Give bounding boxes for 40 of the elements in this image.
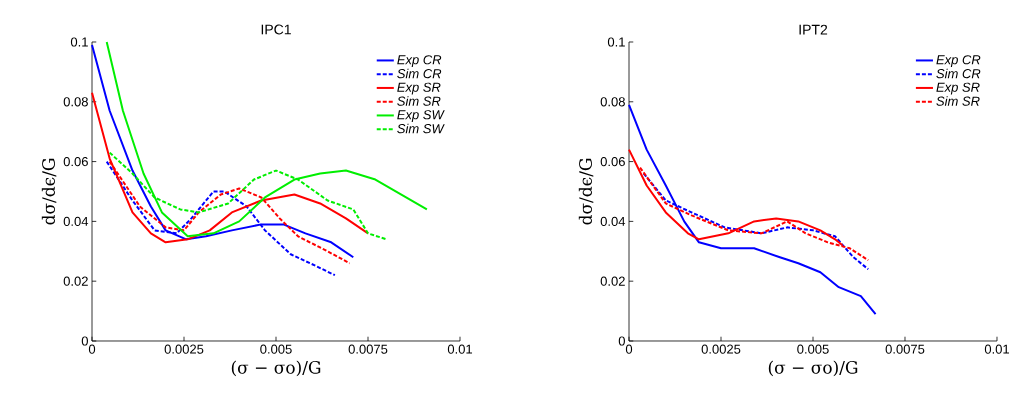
y-tick-label: 0 (618, 336, 625, 346)
legend-label: Sim SR (936, 96, 980, 106)
legend-label: Sim CR (397, 68, 442, 79)
legend-label: Sim SR (397, 96, 441, 106)
y-tick-label: 0.1 (70, 37, 88, 47)
x-axis-title: (σ − σo)/G (231, 360, 321, 377)
x-tick-label: 0.01 (447, 344, 473, 354)
y-axis-title: dσ/dϵ/G (41, 158, 57, 225)
x-tick-label: 0.0025 (701, 344, 741, 354)
y-tick-label: 0 (81, 336, 88, 346)
legend-label: Sim CR (936, 68, 981, 79)
y-tick-label: 0.02 (63, 276, 88, 286)
line-series (642, 172, 870, 271)
x-tick-label: 0.005 (260, 344, 292, 354)
y-tick-label: 0.02 (600, 276, 625, 286)
x-tick-label: 0.01 (984, 344, 1010, 354)
legend-label: Sim SW (397, 123, 445, 134)
y-tick-label: 0.04 (600, 216, 626, 226)
x-axis-title: (σ − σo)/G (768, 360, 858, 377)
x-tick-label: 0 (625, 344, 633, 354)
x-tick-label: 0 (88, 344, 96, 354)
y-tick-label: 0.08 (600, 97, 625, 107)
chart-title: IPT2 (799, 24, 828, 35)
legend-label: Exp SR (397, 82, 441, 95)
y-tick-label: 0.08 (63, 97, 88, 107)
x-tick-label: 0.0075 (885, 344, 925, 354)
y-tick-label: 0.06 (63, 156, 88, 167)
x-tick-label: 0.005 (797, 344, 829, 354)
x-tick-label: 0.0025 (164, 344, 204, 354)
legend-label: Exp SR (936, 82, 980, 95)
legend-label: Exp CR (936, 55, 981, 67)
y-tick-label: 0.1 (607, 37, 625, 47)
y-tick-label: 0.04 (63, 216, 89, 226)
x-tick-label: 0.0075 (348, 344, 388, 354)
chart-title: IPC1 (261, 24, 291, 35)
line-series (628, 103, 877, 316)
legend-label: Exp CR (397, 55, 442, 67)
legend-label: Exp SW (397, 110, 445, 122)
y-tick-label: 0.06 (600, 156, 625, 167)
y-axis-title: dσ/dϵ/G (578, 158, 594, 225)
